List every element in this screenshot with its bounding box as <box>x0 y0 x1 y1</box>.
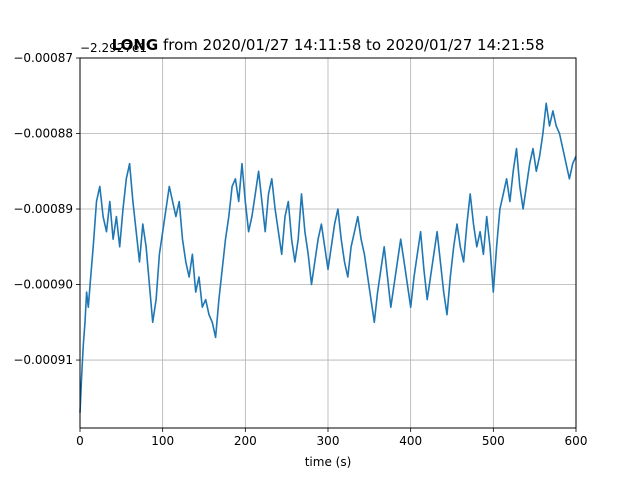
x-axis-ticks: 0 100 200 300 400 500 600 <box>76 428 587 448</box>
x-tick-label: 0 <box>76 434 84 448</box>
y-tick-label: −0.00091 <box>13 353 73 367</box>
chart-title: LONG from 2020/01/27 14:11:58 to 2020/01… <box>112 36 545 54</box>
chart-title-bold: LONG <box>112 36 159 54</box>
x-tick-label: 100 <box>151 434 174 448</box>
x-tick-label: 200 <box>234 434 257 448</box>
series-line <box>79 102 577 413</box>
chart-title-rest: from 2020/01/27 14:11:58 to 2020/01/27 1… <box>158 36 544 54</box>
x-tick-label: 600 <box>565 434 588 448</box>
y-axis-ticks: −0.00091 −0.00090 −0.00089 −0.00088 −0.00087 <box>13 51 80 367</box>
y-tick-label: −0.00087 <box>13 51 73 65</box>
x-tick-label: 300 <box>317 434 340 448</box>
grid-layer <box>79 57 577 428</box>
offset-label: −2.2927e1 <box>80 41 147 55</box>
y-tick-label: −0.00089 <box>13 202 73 216</box>
x-axis-label: time (s) <box>305 455 352 469</box>
y-tick-label: −0.00088 <box>13 127 73 141</box>
y-tick-label: −0.00090 <box>13 278 73 292</box>
x-tick-label: 400 <box>399 434 422 448</box>
x-tick-label: 500 <box>482 434 505 448</box>
